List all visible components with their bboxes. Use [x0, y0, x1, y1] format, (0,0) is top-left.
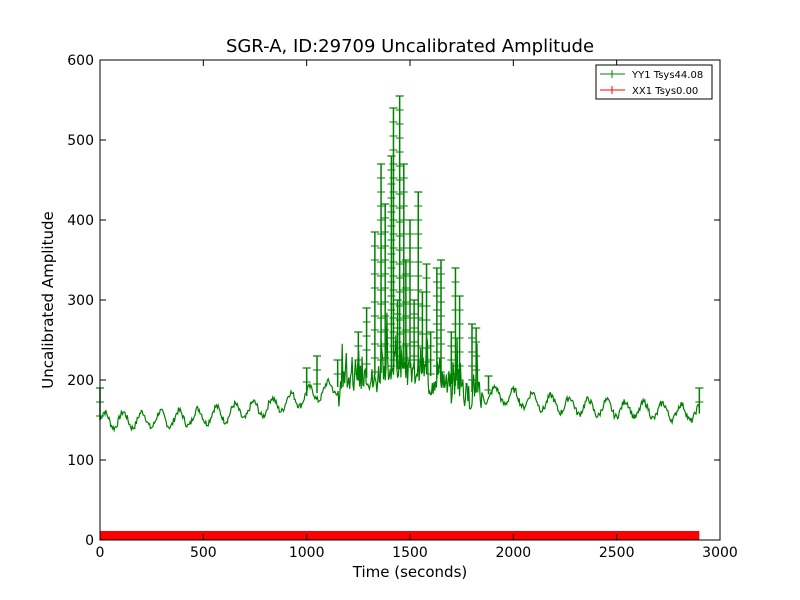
series-yy1 — [96, 95, 704, 433]
y-ticks: 0 100 200 300 400 500 600 — [67, 53, 720, 549]
x-axis-label: Time (seconds) — [352, 563, 468, 581]
x-ticks: 0 500 1000 1500 2000 2500 3000 — [96, 60, 738, 561]
legend-box — [595, 64, 713, 100]
chart-title: SGR-A, ID:29709 Uncalibrated Amplitude — [226, 36, 594, 57]
series-xx1-band — [100, 531, 700, 540]
x-tick-label: 0 — [96, 545, 105, 561]
y-tick-label: 200 — [67, 373, 94, 389]
x-tick-label: 3000 — [702, 545, 738, 561]
x-tick-label: 1500 — [392, 545, 428, 561]
legend: YY1 Tsys44.08 XX1 Tsys0.00 — [595, 64, 713, 100]
y-tick-label: 500 — [67, 133, 94, 149]
x-tick-label: 1000 — [289, 545, 325, 561]
x-tick-label: 2500 — [599, 545, 635, 561]
y-tick-label: 100 — [67, 453, 94, 469]
plot-area — [96, 95, 704, 540]
y-tick-label: 300 — [67, 293, 94, 309]
x-tick-label: 500 — [190, 545, 217, 561]
legend-label-yy1: YY1 Tsys44.08 — [631, 70, 703, 81]
y-axis-label: Uncalibrated Amplitude — [39, 211, 57, 388]
y-tick-label: 600 — [67, 53, 94, 69]
series-xx1 — [100, 531, 700, 540]
x-tick-label: 2000 — [496, 545, 532, 561]
y-tick-label: 0 — [85, 533, 94, 549]
legend-label-xx1: XX1 Tsys0.00 — [632, 86, 698, 97]
y-tick-label: 400 — [67, 213, 94, 229]
